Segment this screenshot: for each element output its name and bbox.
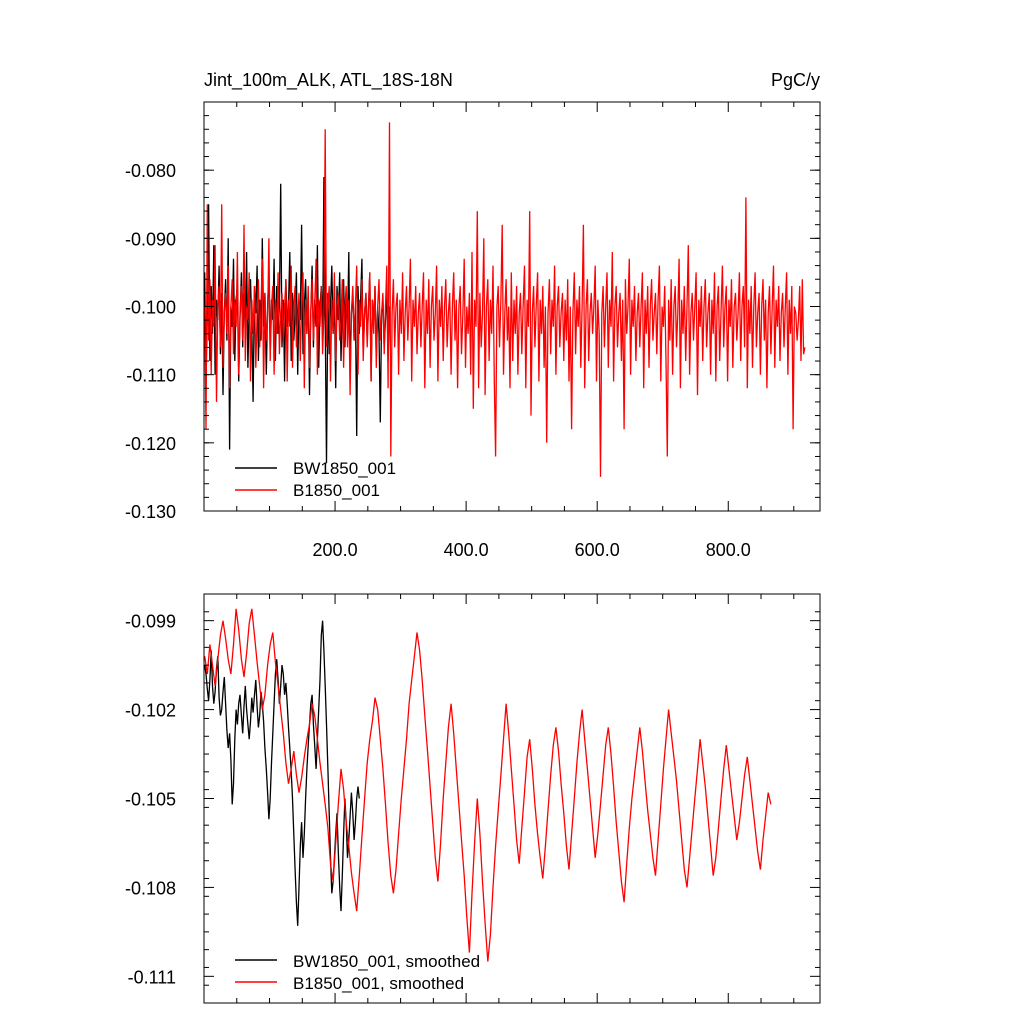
y-tick-label: -0.099	[125, 612, 176, 632]
top-series-lines	[204, 122, 806, 477]
legend-label-bw1850: BW1850_001	[293, 459, 396, 478]
y-tick-label: -0.108	[125, 878, 176, 898]
x-tick-label: 600.0	[575, 540, 620, 560]
y-tick-label: -0.120	[125, 434, 176, 454]
top-legend: BW1850_001 B1850_001	[235, 459, 396, 500]
bottom-panel: -0.099 -0.102 -0.105 -0.108 -0.111 BW1850_00…	[125, 593, 821, 1004]
x-tick-label: 400.0	[444, 540, 489, 560]
x-tick-label: 200.0	[313, 540, 358, 560]
chart-title: Jint_100m_ALK, ATL_18S-18N	[204, 70, 453, 91]
series-line-0-1	[204, 122, 806, 477]
y-tick-label: -0.130	[125, 502, 176, 522]
y-tick-label: -0.100	[125, 298, 176, 318]
legend-label-b1850-smoothed: B1850_001, smoothed	[293, 974, 464, 993]
legend-label-bw1850-smoothed: BW1850_001, smoothed	[293, 952, 480, 971]
y-tick-label: -0.105	[125, 790, 176, 810]
y-tick-label: -0.110	[126, 366, 176, 386]
y-tick-label: -0.090	[125, 229, 176, 249]
y-tick-label: -0.102	[125, 701, 176, 721]
x-tick-label: 800.0	[706, 540, 751, 560]
legend-label-b1850: B1850_001	[293, 481, 380, 500]
units-label: PgC/y	[771, 70, 820, 90]
bottom-axis-ticks: -0.099 -0.102 -0.105 -0.108 -0.111	[125, 593, 820, 1004]
series-line-1-1	[204, 608, 772, 962]
bottom-series-lines	[204, 608, 772, 962]
top-panel: Jint_100m_ALK, ATL_18S-18N PgC/y 200.0 40…	[125, 70, 821, 560]
y-tick-label: -0.080	[125, 161, 176, 181]
y-tick-label: -0.111	[128, 967, 176, 987]
top-axis-ticks: 200.0 400.0 600.0 800.0 -0.080 -0.090 -0.100 -0…	[125, 101, 820, 560]
bottom-legend: BW1850_001, smoothed B1850_001, smoothed	[235, 952, 480, 993]
